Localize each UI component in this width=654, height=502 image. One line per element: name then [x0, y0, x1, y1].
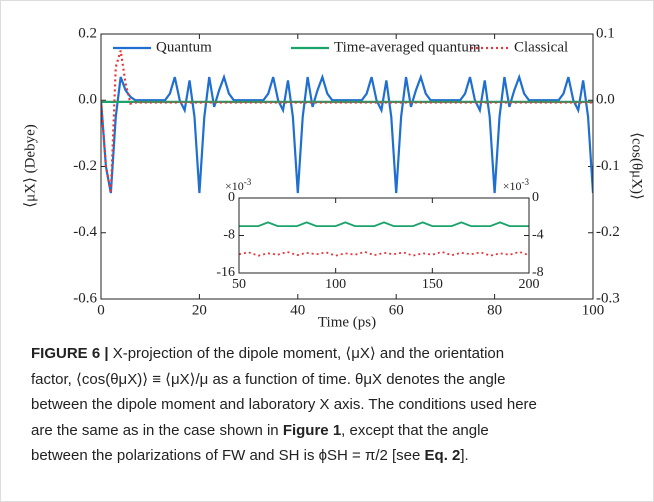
caption-text: ]. [460, 447, 469, 464]
caption-text: Figure 1 [282, 421, 342, 439]
caption-line: between the dipole moment and laboratory… [31, 392, 641, 418]
caption-text: are the same as in the case shown in [31, 421, 283, 439]
caption-line: FIGURE 6 | X-projection of the dipole mo… [31, 341, 641, 367]
legend-label: Time-averaged quantum [334, 39, 481, 55]
x-tick-label: 50 [232, 277, 246, 292]
x-tick-label: 20 [192, 302, 207, 318]
plot-background [239, 198, 529, 273]
chart: 0 20 40 60 80 100 0.2 0.0 -0.2 -0.4 -0.6 0.1 0.0 -0.1… [22, 25, 645, 330]
multiplier-exponent: -3 [522, 177, 530, 187]
multiplier-base: ×10 [225, 179, 244, 193]
caption-line: factor, ⟨cos(θμX)⟩ ≡ ⟨μX⟩/μ as a functio… [31, 367, 641, 393]
plot-frame [238, 197, 530, 274]
x-tick-label: 40 [290, 302, 305, 318]
caption-text: X-projection of the dipole moment, ⟨μX⟩ … [108, 345, 505, 362]
caption-text: between the polarizations of FW and SH i… [31, 447, 425, 464]
y-axis-label: ⟨μX⟩ (Debye) [22, 124, 38, 207]
y-tick-label: -16 [216, 265, 235, 280]
line-series [101, 50, 593, 194]
y2-tick-label: 0.0 [596, 92, 615, 108]
y-tick-label: 0.0 [78, 92, 97, 108]
y-tick-label: 0.2 [78, 25, 97, 41]
caption-text: between the dipole moment and laboratory… [31, 396, 537, 413]
legend-label: Classical [514, 39, 568, 55]
x-tick-label: 100 [325, 277, 346, 292]
multiplier-base: ×10 [503, 179, 522, 193]
x-tick-label: 200 [519, 277, 540, 292]
y2-tick-label: 0.1 [596, 25, 615, 41]
multiplier: ×10-3 [225, 177, 252, 193]
y-tick-label: 0 [228, 190, 235, 205]
caption-text: , except that the angle [341, 421, 489, 439]
y2-axis-label: ⟨cos(θμX)⟩ [629, 132, 645, 200]
caption-text: factor, ⟨cos(θμX)⟩ ≡ ⟨μX⟩/μ as a functio… [31, 370, 506, 388]
x-tick-label: 60 [389, 302, 404, 318]
caption: FIGURE 6 | X-projection of the dipole mo… [31, 341, 641, 469]
plot-frame [100, 33, 594, 300]
y2-tick-label: -0.2 [596, 224, 620, 240]
series-group [239, 221, 529, 257]
multiplier: ×10-3 [503, 177, 530, 193]
caption-text: Eq. 2 [424, 447, 461, 464]
series-group [101, 50, 593, 194]
caption-text: FIGURE 6 | [31, 345, 109, 362]
y2-tick-label: -4 [532, 228, 544, 243]
x-tick-label: 100 [582, 302, 605, 318]
x-axis-label: Time (ps) [318, 314, 376, 330]
x-tick-label: 80 [487, 302, 502, 318]
legend-label: Quantum [156, 39, 212, 55]
multiplier-exponent: -3 [244, 177, 252, 187]
x-tick-label: 0 [97, 302, 105, 318]
y-tick-label: -8 [223, 228, 235, 243]
caption-line: between the polarizations of FW and SH i… [31, 443, 641, 469]
y2-tick-label: -0.1 [596, 158, 620, 174]
y-tick-label: -0.4 [73, 224, 97, 240]
x-tick-label: 150 [422, 277, 443, 292]
y-tick-label: -0.6 [73, 290, 97, 306]
caption-line: are the same as in the case shown in Fig… [31, 418, 641, 444]
y2-tick-label: 0 [532, 190, 539, 205]
y-tick-label: -0.2 [73, 158, 97, 174]
y2-tick-label: -0.3 [596, 290, 620, 306]
y2-tick-label: -8 [532, 265, 544, 280]
line-series [239, 221, 529, 228]
